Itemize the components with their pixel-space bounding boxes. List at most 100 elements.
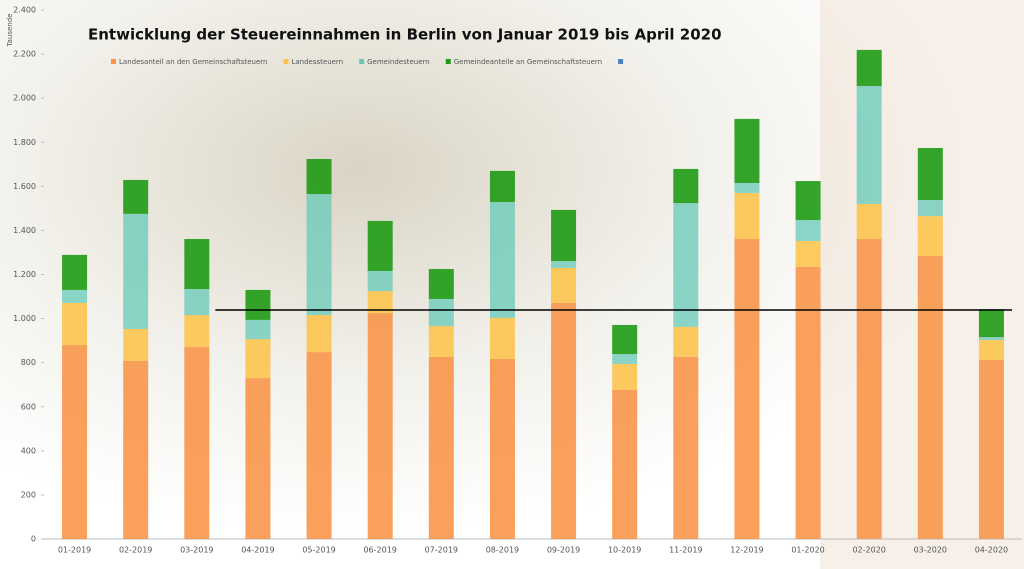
bar-segment bbox=[978, 360, 1004, 539]
bar-segment bbox=[489, 170, 515, 202]
legend-label: Landessteuern bbox=[291, 58, 343, 66]
bar-segment bbox=[856, 86, 882, 204]
x-tick-label: 04-2020 bbox=[975, 546, 1008, 555]
bar-segment bbox=[673, 356, 699, 539]
x-tick-label: 03-2020 bbox=[914, 546, 947, 555]
bar-segment bbox=[306, 159, 332, 195]
bar-segment bbox=[917, 216, 943, 256]
bar-segment bbox=[551, 261, 577, 268]
y-tick-label: 1.600 bbox=[13, 182, 36, 191]
bar-segment bbox=[489, 317, 515, 359]
bar-segment bbox=[428, 326, 454, 357]
x-tick-label: 01-2020 bbox=[791, 546, 824, 555]
bar-segment bbox=[245, 378, 271, 539]
bar-segment bbox=[734, 183, 760, 193]
legend-swatch bbox=[283, 59, 289, 64]
chart-title: Entwicklung der Steuereinnahmen in Berli… bbox=[88, 26, 722, 44]
x-tick-label: 08-2019 bbox=[486, 546, 519, 555]
y-tick-label: 1.200 bbox=[13, 270, 36, 279]
bar-segment bbox=[184, 347, 210, 539]
y-tick-label: 2.400 bbox=[13, 6, 36, 15]
legend-swatch bbox=[445, 59, 451, 64]
x-tick-label: 12-2019 bbox=[730, 546, 763, 555]
bar-segment bbox=[245, 319, 271, 340]
x-tick-label: 10-2019 bbox=[608, 546, 641, 555]
bar-segment bbox=[795, 220, 821, 241]
legend-swatch bbox=[359, 59, 365, 64]
legend-label: Gemeindesteuern bbox=[367, 58, 430, 66]
bar-segment bbox=[245, 339, 271, 379]
y-tick-label: 200 bbox=[21, 490, 36, 499]
bar-segment bbox=[612, 324, 638, 355]
x-tick-label: 01-2019 bbox=[58, 546, 91, 555]
bar-segment bbox=[795, 181, 821, 221]
y-tick-label: 400 bbox=[21, 446, 36, 455]
legend-label: Gemeindeanteile an Gemeinschaftsteuern bbox=[454, 58, 602, 66]
bar-segment bbox=[551, 209, 577, 262]
y-tick-label: 1.400 bbox=[13, 226, 36, 235]
x-tick-label: 03-2019 bbox=[180, 546, 213, 555]
y-tick-label: 2.200 bbox=[13, 50, 36, 59]
bar-segment bbox=[245, 289, 271, 320]
bar-segment bbox=[367, 270, 393, 292]
bar-segment bbox=[62, 302, 88, 346]
y-tick-label: 1.800 bbox=[13, 138, 36, 147]
bar-segment bbox=[978, 339, 1004, 361]
bar-segment bbox=[367, 313, 393, 539]
x-tick-label: 05-2019 bbox=[302, 546, 335, 555]
bar-segment bbox=[917, 199, 943, 217]
bar-segment bbox=[184, 289, 210, 316]
y-tick-label: 1.000 bbox=[13, 314, 36, 323]
bar-segment bbox=[795, 267, 821, 539]
legend-label: Landesanteil an den Gemeinschaftsteuern bbox=[119, 58, 267, 66]
bar-segment bbox=[917, 255, 943, 540]
bar-segment bbox=[612, 389, 638, 539]
x-tick-label: 07-2019 bbox=[425, 546, 458, 555]
x-tick-label: 11-2019 bbox=[669, 546, 702, 555]
bar-segment bbox=[734, 118, 760, 184]
x-tick-label: 02-2019 bbox=[119, 546, 152, 555]
bar-segment bbox=[795, 240, 821, 268]
bar-segment bbox=[612, 354, 638, 364]
bar-segment bbox=[917, 147, 943, 200]
bar-segment bbox=[551, 267, 577, 303]
bar-segment bbox=[978, 309, 1004, 338]
bar-segment bbox=[367, 220, 393, 271]
bar-segment bbox=[734, 192, 760, 240]
bar-segment bbox=[62, 289, 88, 303]
legend-swatch bbox=[618, 59, 624, 64]
x-tick-label: 09-2019 bbox=[547, 546, 580, 555]
bar-segment bbox=[673, 203, 699, 327]
bar-segment bbox=[62, 345, 88, 539]
bar-segment bbox=[673, 168, 699, 204]
bar-segment bbox=[428, 268, 454, 299]
bar-segment bbox=[856, 49, 882, 87]
bar-segment bbox=[489, 358, 515, 539]
bar-segment bbox=[551, 302, 577, 539]
bar-segment bbox=[612, 363, 638, 390]
x-tick-label: 04-2019 bbox=[241, 546, 274, 555]
bar-segment bbox=[489, 201, 515, 318]
bar-segment bbox=[306, 194, 332, 316]
y-axis-label: Tausende bbox=[6, 14, 14, 48]
x-tick-label: 06-2019 bbox=[363, 546, 396, 555]
bar-segment bbox=[184, 239, 210, 290]
bar-segment bbox=[62, 254, 88, 290]
bar-segment bbox=[184, 315, 210, 348]
bar-segment bbox=[123, 360, 149, 539]
bar-segment bbox=[306, 315, 332, 353]
bar-segment bbox=[123, 328, 149, 361]
bar-segment bbox=[306, 352, 332, 539]
bar-segment bbox=[367, 291, 393, 314]
bar-segment bbox=[123, 213, 149, 329]
y-tick-label: 800 bbox=[21, 358, 36, 367]
y-tick-label: 600 bbox=[21, 402, 36, 411]
bar-segment bbox=[978, 337, 1004, 340]
bar-segment bbox=[856, 203, 882, 240]
legend-swatch bbox=[111, 59, 116, 64]
bar-segment bbox=[123, 179, 149, 214]
y-tick-label: 0 bbox=[31, 535, 36, 544]
bar-segment bbox=[673, 326, 699, 357]
